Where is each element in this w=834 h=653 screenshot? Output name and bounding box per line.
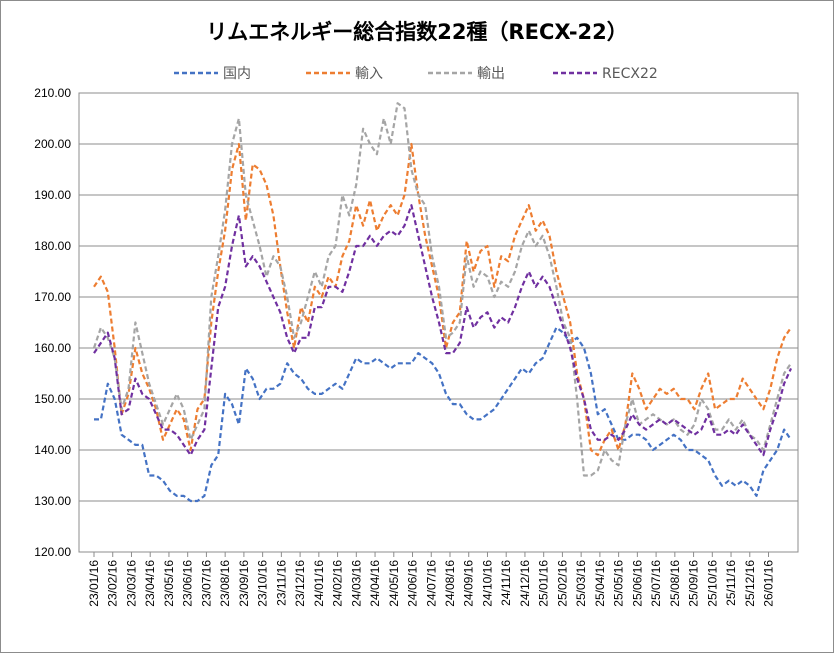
x-tick-label: 25/02/16	[555, 560, 569, 607]
series-lines	[92, 102, 793, 503]
legend-label: RECX22	[602, 66, 658, 82]
y-tick-label: 160.00	[34, 341, 71, 355]
x-tick-label: 24/05/16	[387, 560, 401, 607]
legend-label: 輸出	[477, 66, 505, 82]
x-tick-label: 24/08/16	[443, 560, 457, 607]
x-tick-label: 23/09/16	[237, 560, 251, 607]
series-line-0	[94, 326, 792, 503]
x-tick-label: 24/02/16	[331, 560, 345, 607]
x-tick-label: 23/08/16	[218, 560, 232, 607]
legend-label: 輸入	[355, 66, 383, 82]
x-axis: 23/01/16 23/02/16 23/03/16 23/04/16 23/05/16…	[87, 552, 776, 607]
x-tick-label: 25/01/16	[537, 560, 551, 607]
series-line-3	[93, 204, 793, 457]
x-tick-label: 23/01/16	[87, 560, 101, 607]
x-tick-label: 25/09/16	[687, 560, 701, 607]
legend: 国内 輸入 輸出 RECX22	[174, 66, 658, 82]
x-tick-label: 23/12/16	[293, 560, 307, 607]
x-tick-label: 23/05/16	[162, 560, 176, 607]
x-tick-label: 24/12/16	[518, 560, 532, 607]
x-tick-label: 23/03/16	[124, 560, 138, 607]
x-tick-label: 23/07/16	[199, 560, 213, 607]
x-tick-label: 23/10/16	[256, 560, 270, 607]
x-tick-label: 24/10/16	[480, 560, 494, 607]
y-tick-label: 150.00	[34, 392, 71, 406]
x-tick-label: 25/07/16	[649, 560, 663, 607]
x-tick-label: 25/11/16	[724, 560, 738, 606]
x-tick-label: 25/10/16	[705, 560, 719, 607]
x-tick-label: 24/03/16	[349, 560, 363, 607]
x-tick-label: 24/07/16	[424, 560, 438, 607]
x-tick-label: 25/08/16	[668, 560, 682, 607]
y-tick-label: 210.00	[34, 86, 71, 100]
x-tick-label: 25/04/16	[593, 560, 607, 607]
y-tick-label: 200.00	[34, 137, 71, 151]
x-tick-label: 25/06/16	[630, 560, 644, 607]
x-tick-label: 23/06/16	[181, 560, 195, 607]
x-tick-label: 24/11/16	[499, 560, 513, 606]
y-tick-label: 130.00	[34, 494, 71, 508]
x-tick-label: 25/12/16	[743, 560, 757, 607]
x-tick-label: 24/06/16	[406, 560, 420, 607]
legend-label: 国内	[223, 66, 251, 82]
chart-title: リムエネルギー総合指数22種（RECX-22）	[206, 20, 628, 44]
gridlines	[78, 92, 799, 553]
x-tick-label: 24/09/16	[462, 560, 476, 607]
x-tick-label: 25/03/16	[574, 560, 588, 607]
x-tick-label: 23/04/16	[143, 560, 157, 607]
x-tick-label: 26/01/16	[762, 560, 776, 607]
series-line-1	[93, 142, 792, 457]
y-tick-label: 120.00	[34, 545, 71, 559]
series-line-2	[92, 102, 792, 477]
y-tick-label: 140.00	[34, 443, 71, 457]
y-axis: 120.00 130.00 140.00 150.00 160.00 170.00 180.…	[34, 86, 71, 559]
x-tick-label: 23/02/16	[106, 560, 120, 607]
y-tick-label: 170.00	[34, 290, 71, 304]
x-tick-label: 24/01/16	[312, 560, 326, 607]
y-tick-label: 180.00	[34, 239, 71, 253]
x-tick-label: 24/04/16	[368, 560, 382, 607]
x-tick-label: 23/11/16	[274, 560, 288, 606]
y-tick-label: 190.00	[34, 188, 71, 202]
x-tick-label: 25/05/16	[612, 560, 626, 607]
